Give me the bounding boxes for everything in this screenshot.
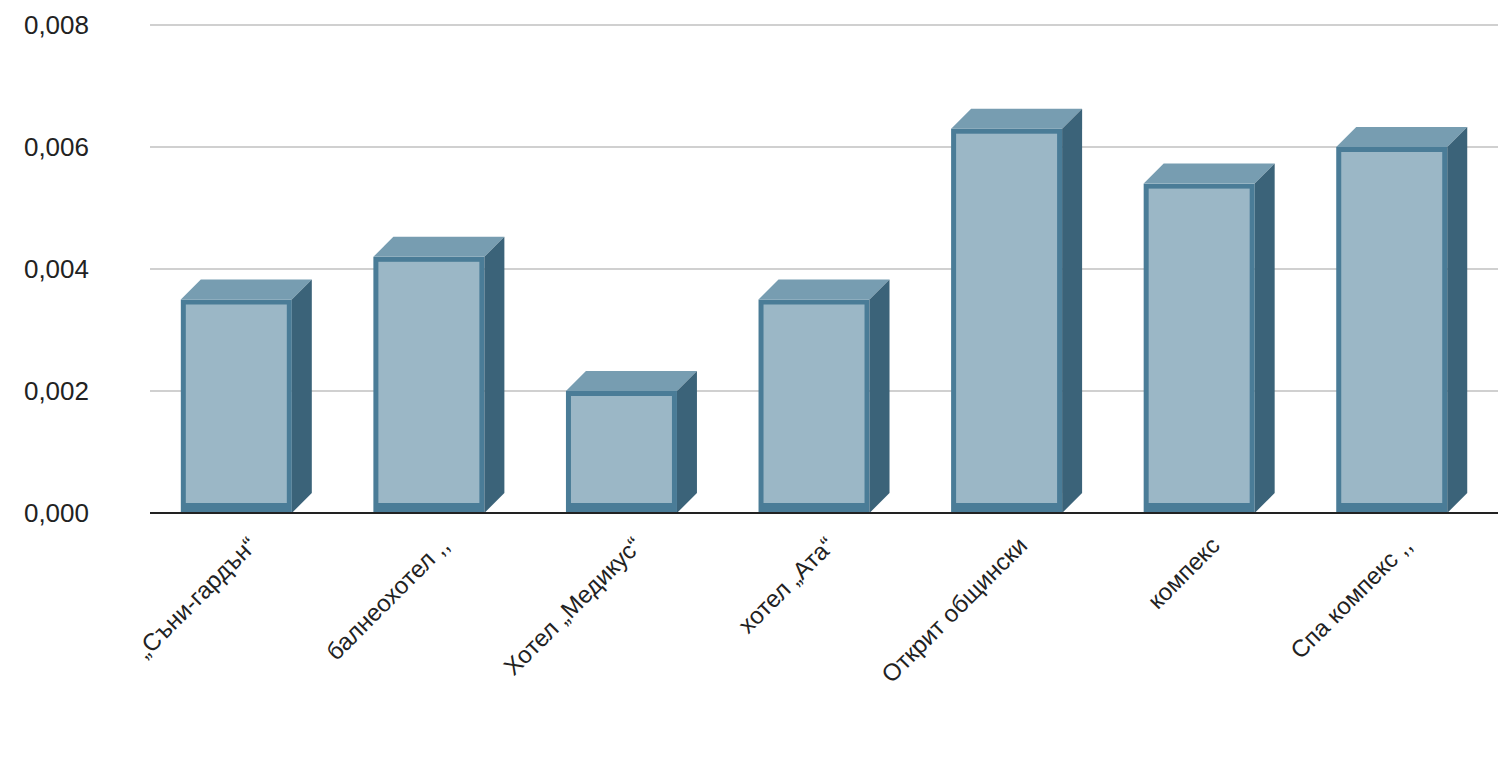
- svg-text:Спа компекс ,,: Спа компекс ,,: [1285, 531, 1417, 663]
- svg-text:Открит общински: Открит общински: [876, 531, 1032, 687]
- svg-text:„Съни-гардън“: „Съни-гардън“: [130, 531, 262, 663]
- svg-text:компекс: компекс: [1142, 531, 1225, 614]
- svg-text:0,008: 0,008: [24, 10, 89, 40]
- svg-text:0,002: 0,002: [24, 376, 89, 406]
- svg-text:Хотел „Медикус“: Хотел „Медикус“: [498, 531, 647, 680]
- svg-text:хотел „Ата“: хотел „Ата“: [733, 531, 840, 638]
- svg-text:балнеохотел ,,: балнеохотел ,,: [321, 531, 455, 665]
- svg-text:0,004: 0,004: [24, 254, 89, 284]
- svg-text:0,006: 0,006: [24, 132, 89, 162]
- svg-text:0,000: 0,000: [24, 498, 89, 528]
